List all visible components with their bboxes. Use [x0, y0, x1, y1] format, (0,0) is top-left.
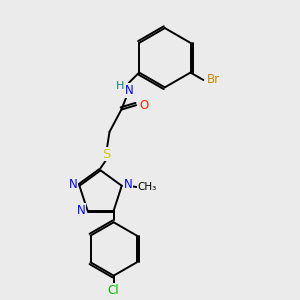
Text: N: N	[69, 178, 77, 191]
Text: N: N	[124, 84, 133, 97]
Text: CH₃: CH₃	[137, 182, 157, 192]
Text: H: H	[116, 81, 124, 91]
Text: Cl: Cl	[108, 284, 119, 297]
Text: N: N	[76, 204, 85, 217]
Text: N: N	[124, 178, 133, 191]
Text: S: S	[102, 148, 111, 160]
Text: Br: Br	[207, 74, 220, 86]
Text: O: O	[140, 99, 149, 112]
